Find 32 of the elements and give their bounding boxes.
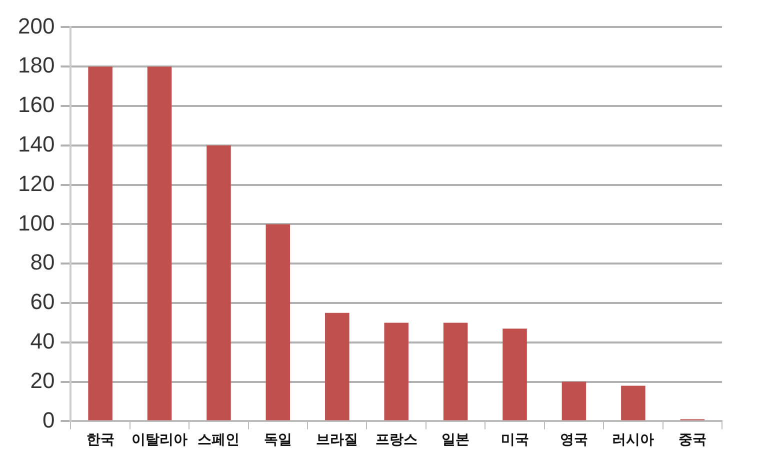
y-tick-label: 200 [18, 13, 55, 38]
x-tick-label: 이탈리아 [132, 432, 188, 448]
y-tick-label: 160 [18, 92, 55, 118]
x-tick-label: 프랑스 [375, 432, 418, 448]
y-tick-label: 140 [18, 131, 55, 156]
y-tick-label: 180 [18, 52, 55, 78]
bar [147, 66, 172, 420]
bar [621, 386, 646, 420]
bar [266, 224, 290, 420]
bar [325, 312, 350, 420]
y-tick-label: 100 [18, 210, 55, 236]
x-tick-label: 미국 [500, 432, 529, 448]
y-tick-label: 60 [30, 289, 55, 314]
y-tick-label: 0 [42, 407, 55, 432]
x-tick-label: 스페인 [198, 432, 240, 448]
bar [562, 382, 586, 420]
bar [502, 328, 527, 420]
x-tick-label: 중국 [678, 432, 706, 448]
y-tick-label: 120 [18, 170, 55, 196]
y-tick-label: 80 [30, 250, 55, 275]
x-tick-label: 한국 [86, 432, 114, 448]
x-tick-label: 일본 [442, 432, 470, 448]
x-tick-label: 브라질 [316, 432, 358, 448]
x-tick-label: 러시아 [612, 432, 654, 448]
y-tick-label: 40 [30, 328, 55, 354]
y-tick-label: 20 [30, 368, 55, 393]
x-tick-label: 독일 [264, 432, 292, 448]
bar [206, 145, 231, 420]
bar [88, 66, 112, 420]
bar [443, 322, 468, 420]
bar [384, 322, 408, 420]
x-tick-label: 영국 [560, 432, 588, 448]
